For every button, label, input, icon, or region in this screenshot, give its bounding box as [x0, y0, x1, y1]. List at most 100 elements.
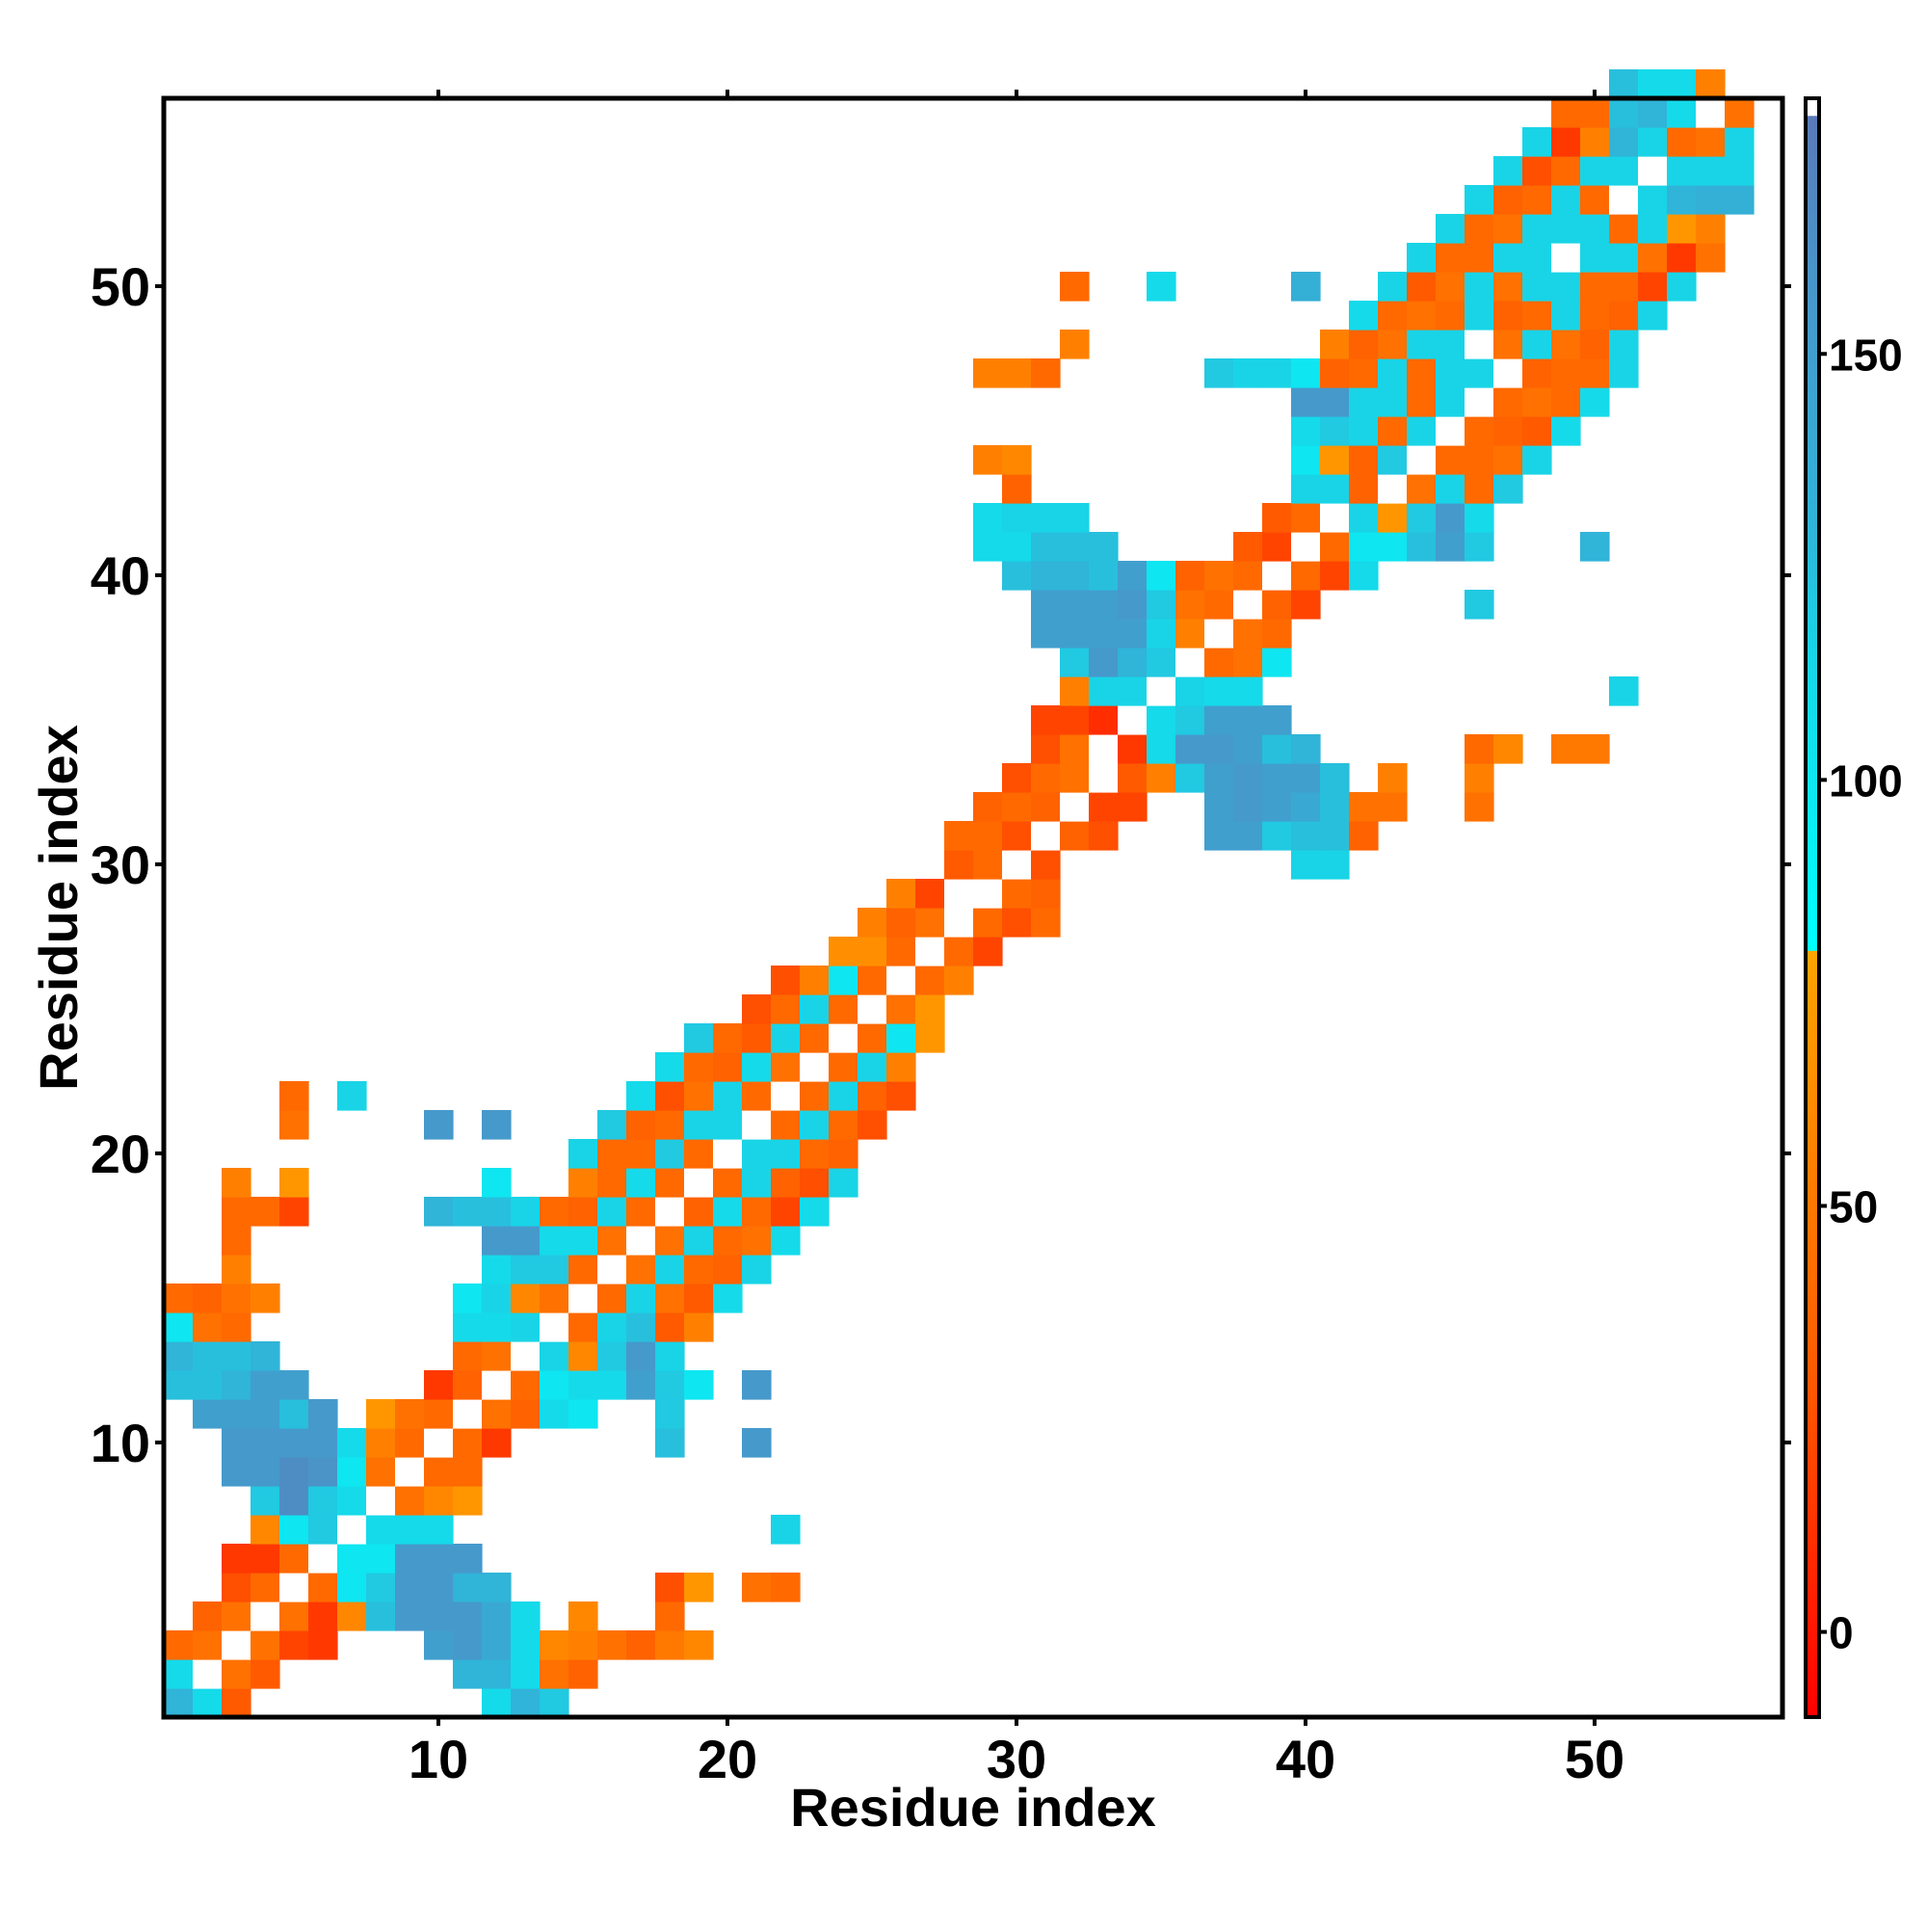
heatmap-cell: [1002, 763, 1032, 793]
colorbar-segment: [1806, 1334, 1819, 1339]
heatmap-cell: [1465, 734, 1494, 764]
heatmap-cell: [424, 1428, 454, 1458]
colorbar-segment: [1806, 400, 1819, 406]
colorbar-segment: [1806, 528, 1819, 534]
heatmap-cell: [597, 1255, 627, 1284]
heatmap-cell: [222, 1573, 251, 1602]
colorbar-segment: [1806, 720, 1819, 726]
colorbar-segment: [1806, 929, 1819, 935]
heatmap-cell: [251, 1399, 280, 1429]
heatmap-cell: [279, 1544, 309, 1574]
heatmap-cell: [1609, 185, 1639, 215]
heatmap-cell: [713, 1110, 743, 1140]
heatmap-cell: [1522, 387, 1552, 417]
heatmap-cell: [829, 1139, 858, 1169]
heatmap-cell: [655, 1428, 685, 1458]
heatmap-cell: [308, 1601, 338, 1631]
heatmap-cell: [1522, 214, 1552, 244]
heatmap-cell: [395, 1573, 425, 1602]
colorbar-segment: [1806, 1427, 1819, 1433]
heatmap-cell: [1175, 734, 1205, 764]
heatmap-cell: [540, 1284, 569, 1313]
colorbar-segment: [1806, 370, 1819, 376]
heatmap-cell: [1493, 734, 1523, 764]
heatmap-cell: [511, 1601, 541, 1631]
heatmap-cell: [366, 1515, 396, 1545]
heatmap-cell: [337, 1515, 367, 1545]
colorbar-segment: [1806, 285, 1819, 291]
heatmap-cell: [222, 1312, 251, 1342]
heatmap-cell: [1291, 272, 1321, 302]
heatmap-cell: [308, 1399, 338, 1429]
heatmap-cell: [973, 792, 1003, 822]
heatmap-cell: [915, 908, 945, 938]
heatmap-cell: [915, 994, 945, 1024]
colorbar-segment: [1806, 171, 1819, 176]
heatmap-cell: [684, 1052, 714, 1082]
heatmap-cell: [1378, 358, 1408, 388]
colorbar-segment: [1806, 1116, 1819, 1122]
colorbar-segment: [1806, 98, 1819, 104]
heatmap-cell: [1291, 503, 1321, 533]
colorbar-segment: [1806, 1469, 1819, 1475]
colorbar-segment: [1806, 894, 1819, 900]
heatmap-cell: [713, 1081, 743, 1111]
heatmap-cell: [1465, 330, 1494, 359]
heatmap-cell: [1580, 185, 1610, 215]
heatmap-cell: [1175, 763, 1205, 793]
heatmap-cell: [915, 879, 945, 909]
heatmap-cell: [1233, 358, 1263, 388]
colorbar-segment: [1806, 456, 1819, 462]
heatmap-cell: [829, 1023, 858, 1053]
colorbar-segment: [1806, 511, 1819, 516]
colorbar-segment: [1806, 341, 1819, 347]
x-tick-label: 30: [987, 1729, 1046, 1789]
heatmap-cell: [1580, 214, 1610, 244]
heatmap-cell: [540, 1370, 569, 1400]
heatmap-cell: [1031, 561, 1061, 591]
colorbar-segment: [1806, 1018, 1819, 1023]
heatmap-cell: [453, 1601, 483, 1631]
heatmap-cell: [540, 1255, 569, 1284]
colorbar-segment: [1806, 1503, 1819, 1509]
heatmap-cell: [482, 1573, 512, 1602]
heatmap-cell: [655, 1052, 685, 1082]
heatmap-cell: [1609, 301, 1639, 331]
heatmap-cell: [1465, 416, 1494, 446]
y-tick-label: 30: [91, 834, 150, 895]
heatmap-cell: [771, 1573, 801, 1602]
heatmap-cell: [1031, 358, 1061, 388]
colorbar-segment: [1806, 1631, 1819, 1637]
heatmap-cell: [424, 1601, 454, 1631]
heatmap-cell: [1060, 619, 1090, 648]
colorbar-segment: [1806, 1103, 1819, 1109]
heatmap-cell: [193, 1601, 223, 1631]
heatmap-cell: [1522, 301, 1552, 331]
heatmap-cell: [771, 966, 801, 995]
heatmap-cell: [1465, 214, 1494, 244]
heatmap-cell: [1233, 619, 1263, 648]
colorbar-segment: [1806, 860, 1819, 866]
colorbar-segment: [1806, 1121, 1819, 1126]
heatmap-cell: [1551, 416, 1581, 446]
heatmap-cell: [1320, 561, 1350, 591]
axis-ticks: 10 20 30 40 50 10 20 30 40 50: [91, 90, 1791, 1789]
heatmap-cell: [1204, 358, 1234, 388]
colorbar-segment: [1806, 222, 1819, 227]
heatmap-cell: [193, 1370, 223, 1400]
heatmap-cell: [453, 1486, 483, 1516]
heatmap-cell: [1551, 185, 1581, 215]
heatmap-cell: [482, 1630, 512, 1660]
heatmap-cell: [164, 1341, 194, 1371]
heatmap-cell: [1118, 763, 1148, 793]
heatmap-cell: [1031, 850, 1061, 880]
heatmap-cell: [308, 1515, 338, 1545]
colorbar-segment: [1806, 243, 1819, 249]
heatmap-cell: [482, 1370, 512, 1400]
heatmap-cell: [1060, 561, 1090, 591]
colorbar-segment: [1806, 1179, 1819, 1185]
heatmap-cell: [1118, 619, 1148, 648]
heatmap-cell: [1002, 474, 1032, 504]
colorbar-segment: [1806, 1128, 1819, 1134]
colorbar-segment: [1806, 1682, 1819, 1688]
